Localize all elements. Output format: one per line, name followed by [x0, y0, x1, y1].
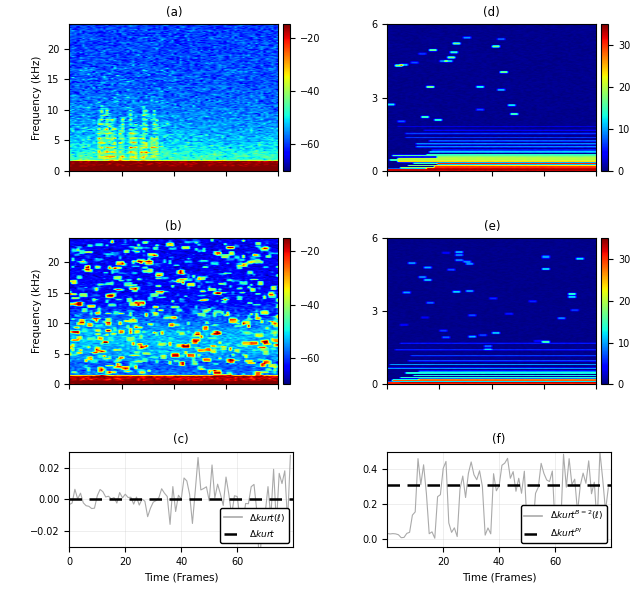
Title: (e): (e) — [483, 219, 500, 233]
Y-axis label: Frequency (kHz): Frequency (kHz) — [32, 55, 42, 140]
Legend: $\Delta kurt^{B=2}(\ell)$, $\Delta kurt^{PI}$: $\Delta kurt^{B=2}(\ell)$, $\Delta kurt^… — [521, 505, 607, 543]
Legend: $\Delta kurt(\ell)$, $\Delta kurt$: $\Delta kurt(\ell)$, $\Delta kurt$ — [220, 508, 289, 543]
X-axis label: Time (Frames): Time (Frames) — [144, 573, 219, 582]
Title: (b): (b) — [166, 219, 182, 233]
Title: (f): (f) — [493, 434, 506, 446]
Y-axis label: Frequency (kHz): Frequency (kHz) — [32, 269, 42, 353]
Title: (c): (c) — [173, 434, 189, 446]
Title: (a): (a) — [166, 6, 182, 19]
X-axis label: Time (Frames): Time (Frames) — [462, 573, 536, 582]
Title: (d): (d) — [483, 6, 500, 19]
